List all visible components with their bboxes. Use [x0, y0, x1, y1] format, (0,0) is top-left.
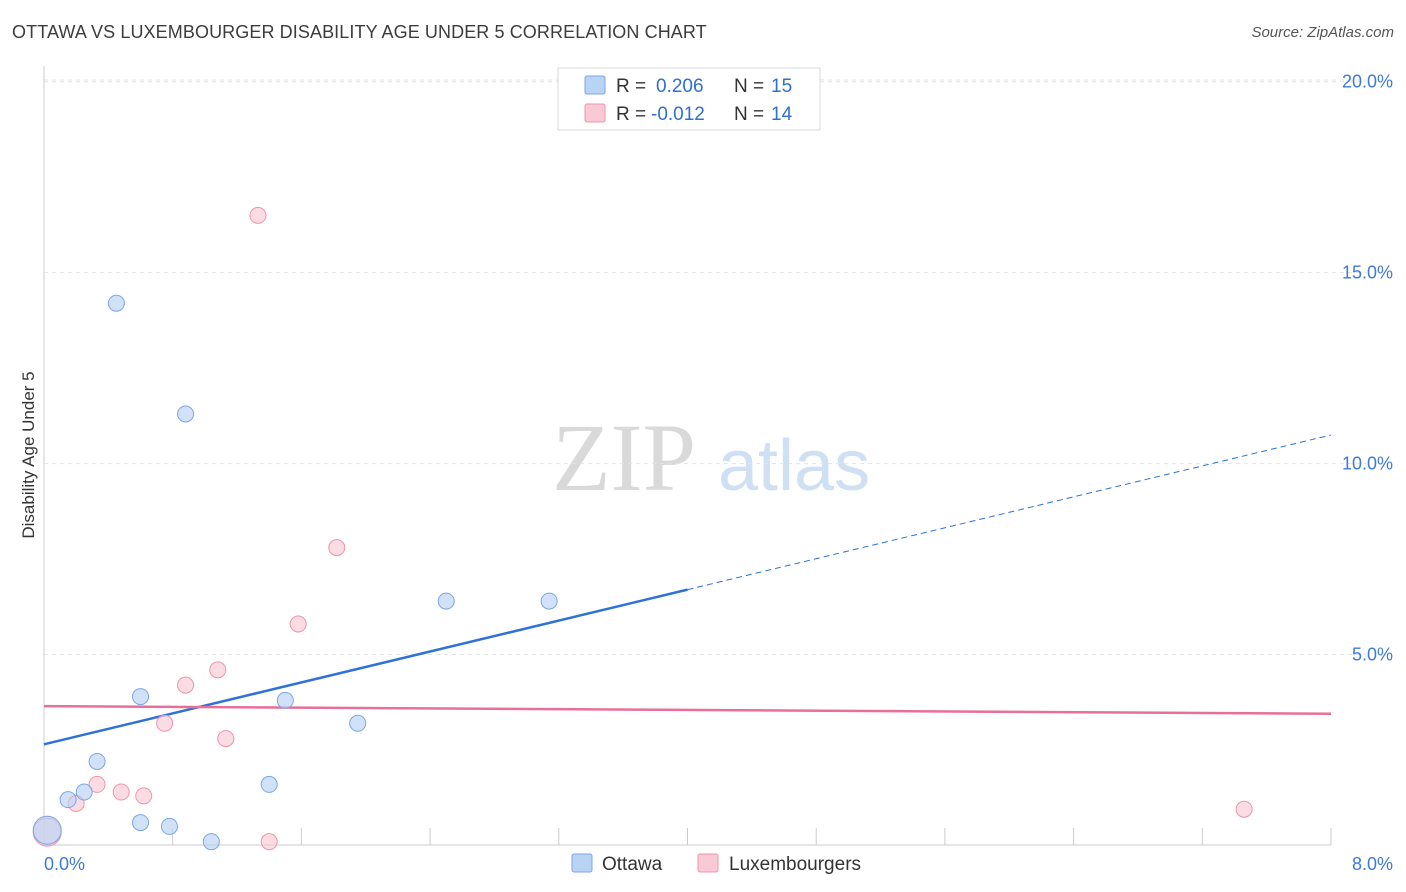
- data-point-luxembourgers: [177, 676, 195, 694]
- data-point-luxembourgers: [328, 539, 346, 557]
- data-point-ottawa: [32, 815, 62, 845]
- y-tick-label: 15.0%: [1342, 263, 1393, 283]
- correlation-legend: R = 0.206 N = 15 R = -0.012 N = 14: [557, 67, 821, 131]
- data-point-ottawa: [107, 294, 125, 312]
- source-credit: Source: ZipAtlas.com: [1251, 24, 1394, 41]
- legend-n-value: 15: [771, 76, 792, 97]
- legend-label-luxembourgers: Luxembourgers: [729, 854, 861, 875]
- y-axis-label: Disability Age Under 5: [19, 371, 38, 538]
- legend-r-value: 0.206: [656, 76, 704, 97]
- data-point-ottawa: [75, 783, 93, 801]
- data-point-ottawa: [540, 592, 558, 610]
- data-point-ottawa: [88, 752, 106, 770]
- legend-r-label: R =: [616, 104, 646, 125]
- legend-swatch-luxembourgers: [697, 853, 719, 873]
- legend-n-value: 14: [771, 104, 793, 125]
- data-point-luxembourgers: [88, 775, 106, 793]
- data-point-ottawa: [132, 688, 150, 706]
- data-point-ottawa: [202, 833, 220, 851]
- tick-labels: 5.0% 10.0% 15.0% 20.0% 0.0% 8.0%: [44, 72, 1393, 874]
- legend-swatch-ottawa: [571, 853, 593, 873]
- legend-label-ottawa: Ottawa: [602, 854, 663, 875]
- data-point-luxembourgers: [209, 661, 227, 679]
- data-point-luxembourgers: [217, 730, 235, 748]
- data-point-luxembourgers: [249, 206, 267, 224]
- data-point-ottawa: [437, 592, 455, 610]
- watermark-atlas: atlas: [718, 426, 870, 506]
- data-point-ottawa: [177, 405, 195, 423]
- watermark: ZIP atlas: [552, 404, 870, 511]
- watermark-zip: ZIP: [552, 404, 696, 511]
- y-tick-label: 5.0%: [1352, 645, 1393, 665]
- trend-line-ottawa-extension: [687, 434, 1332, 591]
- data-point-luxembourgers: [289, 615, 307, 633]
- legend-n-label: N =: [734, 76, 764, 97]
- chart-title: OTTAWA VS LUXEMBOURGER DISABILITY AGE UN…: [12, 22, 707, 42]
- series-legend: Ottawa Luxembourgers: [571, 853, 861, 875]
- gridlines: [44, 79, 1366, 656]
- data-points: [32, 206, 1253, 851]
- data-point-ottawa: [276, 691, 294, 709]
- legend-swatch-ottawa: [584, 75, 606, 95]
- data-point-ottawa: [260, 775, 278, 793]
- data-point-luxembourgers: [1235, 800, 1253, 818]
- y-tick-label: 20.0%: [1342, 72, 1393, 92]
- x-tick-label: 0.0%: [44, 854, 85, 874]
- y-tick-label: 10.0%: [1342, 454, 1393, 474]
- legend-n-label: N =: [734, 104, 764, 125]
- data-point-luxembourgers: [135, 787, 153, 805]
- axes: [43, 66, 1332, 846]
- legend-r-value: -0.012: [651, 104, 705, 125]
- data-point-ottawa: [132, 814, 150, 832]
- legend-swatch-luxembourgers: [584, 103, 606, 123]
- data-point-ottawa: [59, 791, 77, 809]
- trend-lines: [43, 434, 1332, 746]
- data-point-ottawa: [160, 817, 178, 835]
- data-point-luxembourgers: [156, 714, 174, 732]
- legend-r-label: R =: [616, 76, 646, 97]
- trend-line-luxembourgers: [43, 704, 1332, 715]
- data-point-luxembourgers: [112, 783, 130, 801]
- trend-line-ottawa: [43, 588, 688, 746]
- x-tick-label: 8.0%: [1352, 854, 1393, 874]
- data-point-ottawa: [349, 714, 367, 732]
- data-point-luxembourgers: [260, 833, 278, 851]
